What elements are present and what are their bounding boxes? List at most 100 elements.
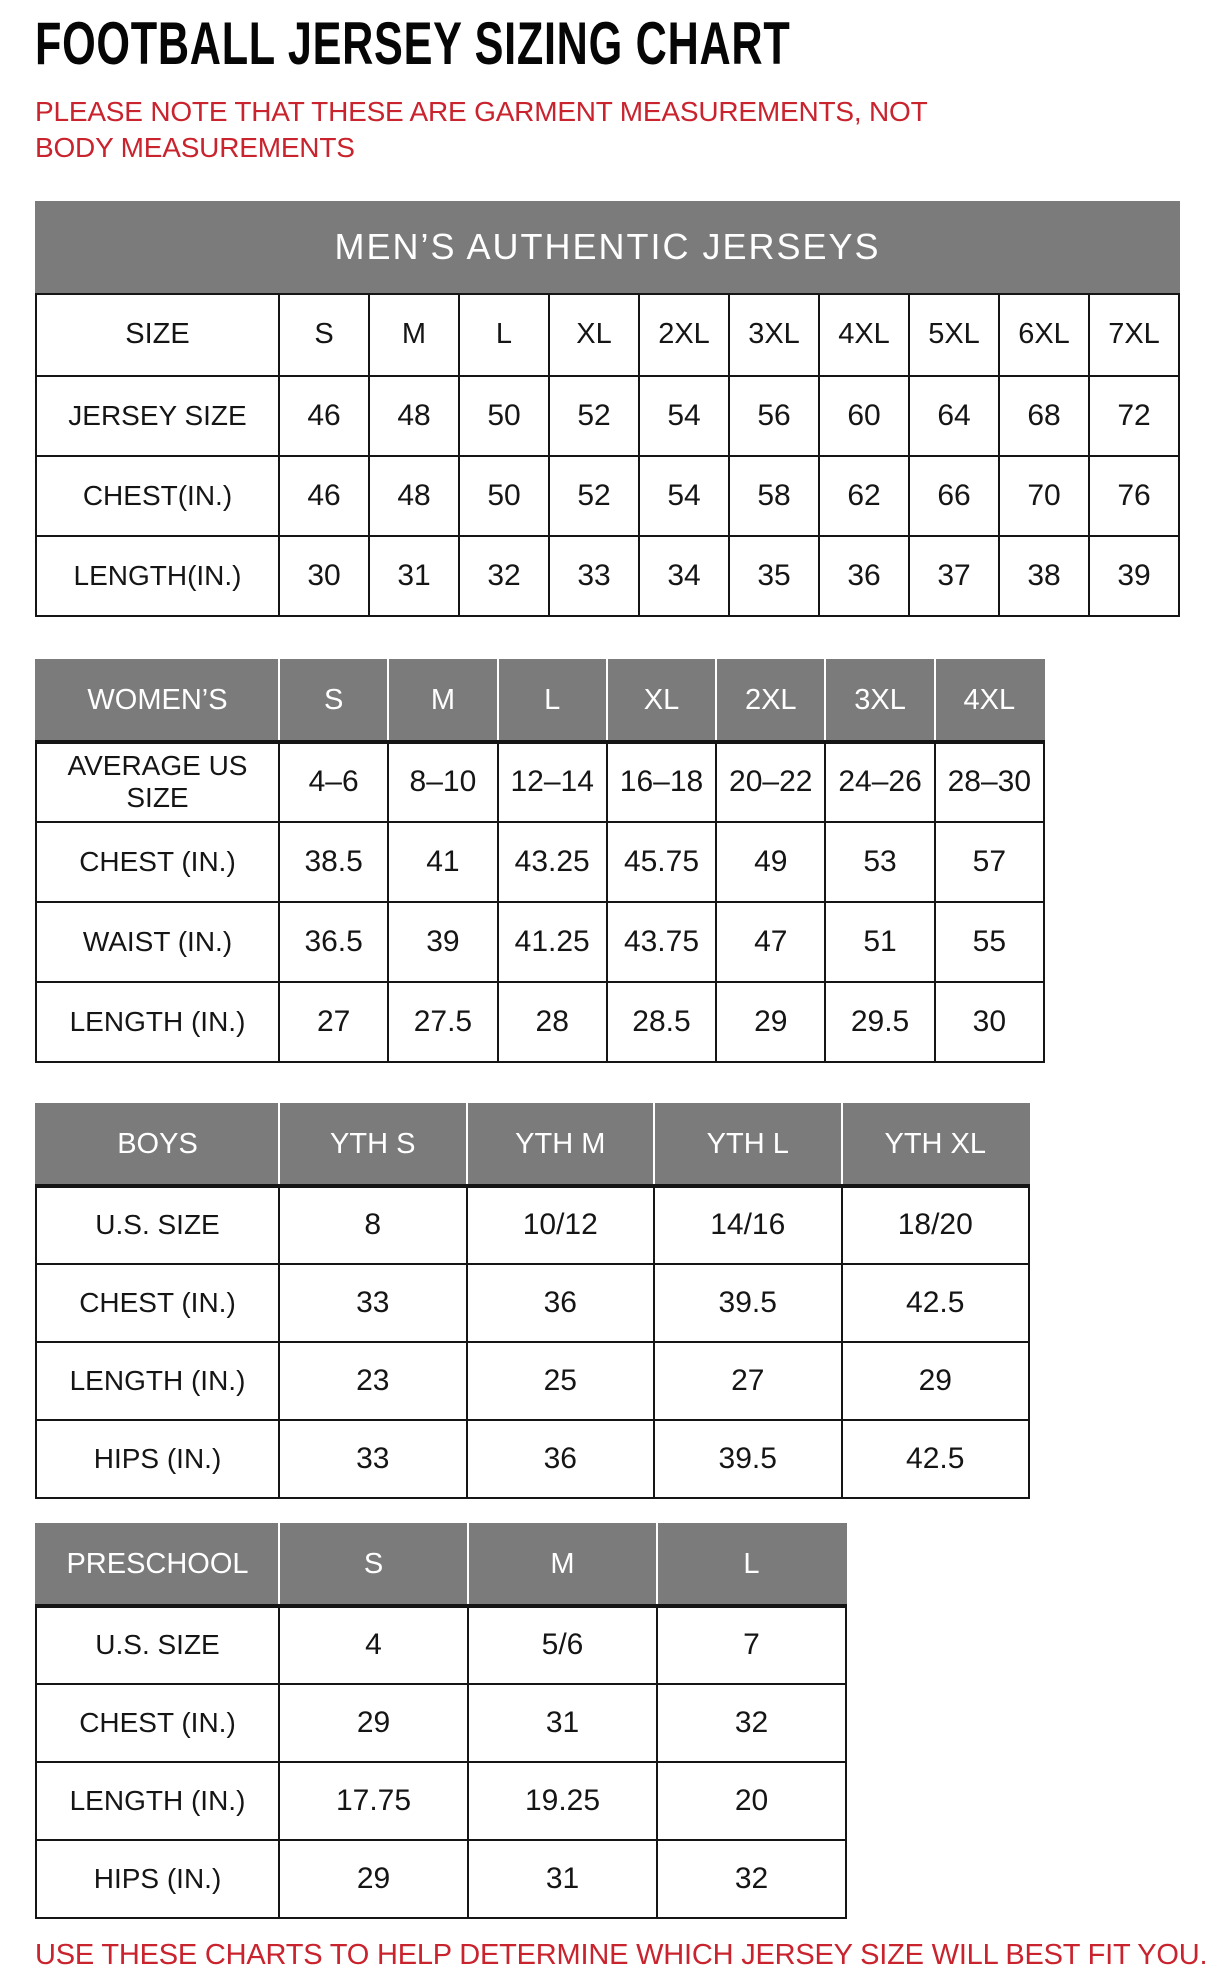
preschool-cell-value: 32 bbox=[656, 1682, 847, 1763]
mens-cell-value: 48 bbox=[368, 454, 460, 537]
mens-cell-value: 46 bbox=[278, 374, 370, 457]
mens-cell-value: 72 bbox=[1088, 374, 1180, 457]
boys-column-header: YTH M bbox=[465, 1102, 655, 1188]
mens-row-label: JERSEY SIZE bbox=[35, 374, 280, 457]
preschool-row-label: HIPS (IN.) bbox=[35, 1838, 280, 1919]
mens-cell-value: 50 bbox=[458, 454, 550, 537]
preschool-cell-value: 32 bbox=[656, 1838, 847, 1919]
boys-row: U.S. SIZE 8 10/12 14/16 18/20 bbox=[35, 1184, 1030, 1265]
boys-column-header: BOYS bbox=[35, 1102, 280, 1188]
boys-row-label: U.S. SIZE bbox=[35, 1184, 280, 1265]
mens-cell-value: 76 bbox=[1088, 454, 1180, 537]
boys-row-label: HIPS (IN.) bbox=[35, 1418, 280, 1499]
womens-cell-value: 55 bbox=[933, 900, 1046, 983]
boys-cell-value: 25 bbox=[465, 1340, 655, 1421]
womens-cell-value: 16–18 bbox=[605, 740, 718, 823]
mens-column-header: L bbox=[458, 292, 550, 377]
womens-cell-value: 29 bbox=[715, 980, 827, 1063]
womens-cell-value: 28.5 bbox=[605, 980, 718, 1063]
mens-column-header: 3XL bbox=[728, 292, 820, 377]
mens-cell-value: 68 bbox=[998, 374, 1090, 457]
mens-cell-value: 31 bbox=[368, 534, 460, 617]
mens-column-header: M bbox=[368, 292, 460, 377]
mens-cell-value: 54 bbox=[638, 374, 730, 457]
mens-cell-value: 70 bbox=[998, 454, 1090, 537]
womens-cell-value: 43.75 bbox=[605, 900, 718, 983]
preschool-cell-value: 5/6 bbox=[467, 1604, 658, 1685]
womens-row-label: AVERAGE US SIZE bbox=[35, 740, 280, 823]
womens-row: WAIST (IN.) 36.5 39 41.25 43.75 47 51 55 bbox=[35, 900, 1046, 983]
boys-row-label: CHEST (IN.) bbox=[35, 1262, 280, 1343]
mens-cell-value: 54 bbox=[638, 454, 730, 537]
womens-column-header: L bbox=[496, 658, 608, 744]
preschool-row: HIPS (IN.) 29 31 32 bbox=[35, 1838, 847, 1919]
boys-row-label: LENGTH (IN.) bbox=[35, 1340, 280, 1421]
mens-column-header: XL bbox=[548, 292, 640, 377]
boys-cell-value: 27 bbox=[653, 1340, 843, 1421]
womens-cell-value: 45.75 bbox=[605, 820, 718, 903]
preschool-cell-value: 29 bbox=[278, 1838, 469, 1919]
womens-table-section: WOMEN’S S M L XL 2XL 3XL 4XL AVERAGE US SIZE 4–6 8… bbox=[35, 658, 1220, 1063]
womens-cell-value: 53 bbox=[824, 820, 936, 903]
boys-column-header: YTH L bbox=[653, 1102, 843, 1188]
boys-sizing-table: BOYS YTH S YTH M YTH L YTH XL U.S. SIZE 8 10/12… bbox=[35, 1102, 1030, 1499]
womens-cell-value: 38.5 bbox=[277, 820, 390, 903]
womens-cell-value: 12–14 bbox=[496, 740, 608, 823]
preschool-table-section: PRESCHOOL S M L U.S. SIZE 4 5/6 7 CHEST (IN.) 29 3… bbox=[35, 1522, 1220, 1919]
preschool-column-header: M bbox=[467, 1522, 658, 1608]
mens-cell-value: 48 bbox=[368, 374, 460, 457]
womens-row: LENGTH (IN.) 27 27.5 28 28.5 29 29.5 30 bbox=[35, 980, 1046, 1063]
womens-row-label: LENGTH (IN.) bbox=[35, 980, 280, 1063]
mens-cell-value: 66 bbox=[908, 454, 1000, 537]
womens-cell-value: 41.25 bbox=[496, 900, 608, 983]
boys-column-header: YTH XL bbox=[840, 1102, 1030, 1188]
womens-row-label: CHEST (IN.) bbox=[35, 820, 280, 903]
womens-cell-value: 30 bbox=[933, 980, 1046, 1063]
womens-sizing-table: WOMEN’S S M L XL 2XL 3XL 4XL AVERAGE US SIZE 4–6 8… bbox=[35, 658, 1046, 1063]
preschool-cell-value: 20 bbox=[656, 1760, 847, 1841]
womens-column-header: 2XL bbox=[715, 658, 827, 744]
preschool-row: CHEST (IN.) 29 31 32 bbox=[35, 1682, 847, 1763]
boys-cell-value: 14/16 bbox=[653, 1184, 843, 1265]
womens-cell-value: 28–30 bbox=[933, 740, 1046, 823]
mens-header-row: SIZE S M L XL 2XL 3XL 4XL 5XL 6XL 7XL bbox=[35, 292, 1180, 377]
mens-row-label: LENGTH(IN.) bbox=[35, 534, 280, 617]
mens-cell-value: 46 bbox=[278, 454, 370, 537]
boys-row: CHEST (IN.) 33 36 39.5 42.5 bbox=[35, 1262, 1030, 1343]
boys-row: HIPS (IN.) 33 36 39.5 42.5 bbox=[35, 1418, 1030, 1499]
boys-cell-value: 42.5 bbox=[840, 1418, 1030, 1499]
mens-cell-value: 35 bbox=[728, 534, 820, 617]
boys-cell-value: 39.5 bbox=[653, 1262, 843, 1343]
mens-column-header: 6XL bbox=[998, 292, 1090, 377]
chart-usage-footer: USE THESE CHARTS TO HELP DETERMINE WHICH… bbox=[35, 1938, 1208, 1971]
womens-column-header: 4XL bbox=[933, 658, 1046, 744]
preschool-cell-value: 19.25 bbox=[467, 1760, 658, 1841]
mens-row: CHEST(IN.) 46 48 50 52 54 58 62 66 70 76 bbox=[35, 454, 1180, 537]
preschool-row-label: U.S. SIZE bbox=[35, 1604, 280, 1685]
preschool-cell-value: 17.75 bbox=[278, 1760, 469, 1841]
mens-column-header: 2XL bbox=[638, 292, 730, 377]
preschool-row: LENGTH (IN.) 17.75 19.25 20 bbox=[35, 1760, 847, 1841]
womens-header-row: WOMEN’S S M L XL 2XL 3XL 4XL bbox=[35, 658, 1046, 744]
boys-cell-value: 42.5 bbox=[840, 1262, 1030, 1343]
mens-row: JERSEY SIZE 46 48 50 52 54 56 60 64 68 72 bbox=[35, 374, 1180, 457]
womens-cell-value: 4–6 bbox=[277, 740, 390, 823]
mens-cell-value: 50 bbox=[458, 374, 550, 457]
mens-cell-value: 62 bbox=[818, 454, 910, 537]
womens-row: CHEST (IN.) 38.5 41 43.25 45.75 49 53 57 bbox=[35, 820, 1046, 903]
mens-column-header: SIZE bbox=[35, 292, 280, 377]
womens-row: AVERAGE US SIZE 4–6 8–10 12–14 16–18 20–22 24–… bbox=[35, 740, 1046, 823]
boys-cell-value: 39.5 bbox=[653, 1418, 843, 1499]
preschool-row: U.S. SIZE 4 5/6 7 bbox=[35, 1604, 847, 1685]
womens-cell-value: 27 bbox=[277, 980, 390, 1063]
preschool-cell-value: 7 bbox=[656, 1604, 847, 1685]
mens-cell-value: 33 bbox=[548, 534, 640, 617]
womens-column-header: M bbox=[387, 658, 499, 744]
garment-measurements-note: PLEASE NOTE THAT THESE ARE GARMENT MEASU… bbox=[35, 96, 928, 164]
womens-cell-value: 41 bbox=[387, 820, 499, 903]
mens-row: LENGTH(IN.) 30 31 32 33 34 35 36 37 38 39 bbox=[35, 534, 1180, 617]
womens-cell-value: 27.5 bbox=[387, 980, 499, 1063]
mens-column-header: S bbox=[278, 292, 370, 377]
boys-cell-value: 33 bbox=[278, 1418, 468, 1499]
womens-cell-value: 36.5 bbox=[277, 900, 390, 983]
